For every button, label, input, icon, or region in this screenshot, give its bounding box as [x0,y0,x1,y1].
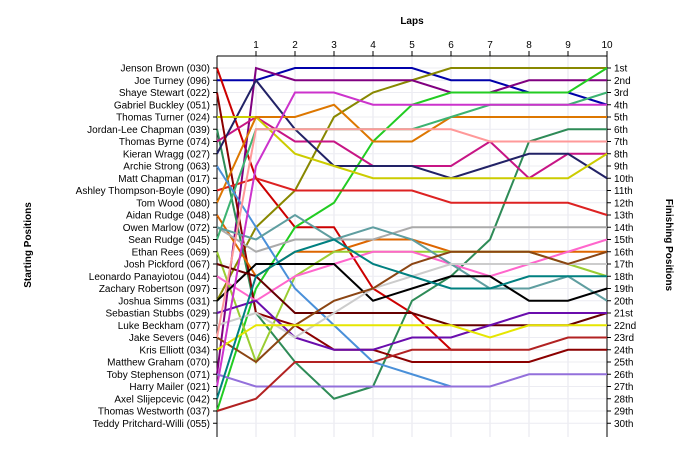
series-line-20 [216,263,608,302]
finishing-position-label: 29th [614,407,633,418]
starting-position-label: Thomas Byrne (074) [119,137,210,148]
starting-position-label: Thomas Westworth (037) [98,407,210,418]
finishing-position-label: 25th [614,358,633,369]
starting-position-label: Gabriel Buckley (051) [114,100,210,111]
series-line-18 [216,238,608,302]
finishing-position-label: 23rd [614,333,634,344]
finishing-position-label: 17th [614,260,633,271]
starting-position-label: Shaye Stewart (022) [119,88,210,99]
series-line-9 [217,116,608,180]
starting-position-label: Sebastian Stubbs (029) [105,309,210,320]
x-tick-label: 6 [448,40,454,51]
starting-position-label: Aidan Rudge (048) [126,211,210,222]
finishing-position-label: 19th [614,284,633,295]
finishing-position-label: 1st [614,64,628,75]
y-axis-title-right: Finishing Positions [663,199,674,292]
finishing-position-label: 26th [614,370,633,381]
x-tick-label: 5 [409,40,415,51]
starting-position-label: Josh Pickford (067) [124,260,210,271]
x-axis-title: Laps [400,16,424,27]
starting-position-label: Jordan-Lee Chapman (039) [87,125,210,136]
series-line-24 [216,250,608,364]
starting-position-label: Sean Rudge (045) [128,235,210,246]
starting-position-label: Zachary Robertson (097) [99,284,210,295]
starting-position-label: Matthew Graham (070) [107,358,210,369]
x-tick-label: 2 [292,40,298,51]
series-line-4 [216,66,607,375]
series-line-30 [216,336,607,412]
finishing-position-label: 13th [614,211,633,222]
finishing-position-label: 11th [614,186,633,197]
finishing-position-label: 22nd [614,321,636,332]
x-tick-label: 8 [526,40,532,51]
starting-position-label: Axel Slijepcevic (042) [114,394,210,405]
starting-position-label: Luke Beckham (077) [118,321,210,332]
series-line-27 [216,128,607,338]
starting-position-label: Leonardo Panayiotou (044) [89,272,210,283]
finishing-position-label: 10th [614,174,633,185]
starting-position-label: Matt Chapman (017) [118,174,210,185]
series-line-2 [216,67,490,351]
x-tick-label: 10 [601,40,613,51]
starting-position-label: Jake Severs (046) [129,333,210,344]
x-tick-label: 9 [565,40,571,51]
finishing-position-label: 8th [614,149,628,160]
x-axis-ticks: 1 2 3 4 5 6 7 8 9 10 [253,40,613,56]
y-axis-title-left: Starting Positions [23,202,34,288]
finishing-position-label: 15th [614,235,633,246]
finishing-position-label: 18th [614,272,633,283]
series-line-11 [216,177,608,216]
series-line-8 [216,78,608,180]
x-tick-label: 1 [253,40,259,51]
starting-position-label: Toby Stephenson (071) [107,370,210,381]
series-line-17 [216,165,490,388]
x-tick-label: 7 [487,40,493,51]
starting-position-ticks: Jenson Brown (030)Joe Turney (096)Shaye … [76,64,217,430]
series-line-26 [216,91,607,387]
starting-position-label: Kris Elliott (034) [139,345,210,356]
finishing-position-label: 28th [614,394,633,405]
starting-position-label: Tom Wood (080) [136,198,210,209]
starting-position-label: Ashley Thompson-Boyle (090) [76,186,210,197]
finishing-position-label: 6th [614,125,628,136]
finishing-position-label: 21st [614,309,633,320]
starting-position-label: Joe Turney (096) [134,76,210,87]
series-line-28 [216,373,607,388]
series-line-25 [216,324,607,351]
finishing-position-label: 12th [614,198,633,209]
finishing-position-label: 14th [614,223,633,234]
starting-position-label: Teddy Pritchard-Willi (055) [93,419,210,430]
starting-position-label: Owen Marlow (072) [123,223,210,234]
starting-position-label: Archie Strong (063) [123,162,210,173]
finishing-position-label: 4th [614,100,628,111]
finishing-position-label: 7th [614,137,628,148]
series-line-6 [216,128,607,400]
finishing-position-label: 5th [614,113,628,124]
x-tick-label: 3 [331,40,337,51]
starting-position-label: Joshua Simms (031) [118,296,210,307]
finishing-position-label: 27th [614,382,633,393]
starting-position-label: Ethan Rees (069) [132,247,210,258]
series-line-29 [216,238,607,400]
starting-position-label: Harry Mailer (021) [129,382,210,393]
series-lines [216,66,608,412]
series-line-14 [216,226,607,253]
finishing-position-label: 3rd [614,88,628,99]
finishing-position-label: 20th [614,296,633,307]
finishing-position-label: 30th [614,419,633,430]
finishing-position-label: 2nd [614,76,631,87]
finishing-position-label: 24th [614,345,633,356]
finishing-position-label: 16th [614,247,633,258]
series-line-10 [216,92,607,363]
finishing-position-label: 9th [614,162,628,173]
series-line-19 [216,213,608,302]
starting-position-label: Thomas Turner (024) [116,113,210,124]
x-tick-label: 4 [370,40,376,51]
starting-position-label: Jenson Brown (030) [121,64,211,75]
starting-position-label: Kieran Wragg (027) [123,149,210,160]
